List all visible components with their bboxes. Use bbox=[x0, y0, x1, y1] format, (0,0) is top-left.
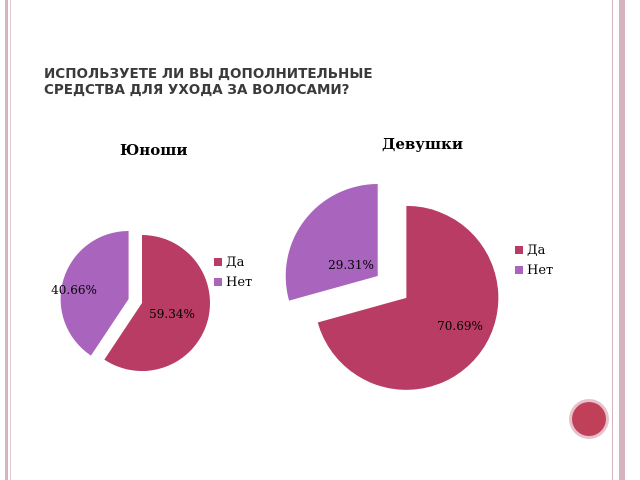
data-label-girls-no: 29.31% bbox=[328, 258, 374, 272]
pie-slice-girls-yes bbox=[317, 205, 499, 390]
slide-title: ИСПОЛЬЗУЕТЕ ЛИ ВЫ ДОПОЛНИТЕЛЬНЫЕ СРЕДСТВ… bbox=[44, 66, 373, 98]
right-rail-thin bbox=[612, 0, 613, 480]
pie-slice-boys-no bbox=[60, 230, 129, 356]
legend-swatch-girls-yes bbox=[515, 246, 523, 254]
legend-label-girls-no: Нет bbox=[527, 263, 553, 278]
chart-title-girls: Девушки bbox=[382, 135, 463, 153]
pie-slice-girls-no bbox=[285, 184, 378, 301]
legend-label-boys-no: Нет bbox=[226, 275, 252, 290]
pie-slice-boys-yes bbox=[104, 235, 211, 371]
legend-label-boys-yes: Да bbox=[226, 255, 245, 270]
right-rail bbox=[619, 0, 625, 480]
legend-swatch-boys-no bbox=[214, 278, 222, 286]
data-label-boys-yes: 59.34% bbox=[149, 307, 195, 321]
chart-title-boys: Юноши bbox=[120, 141, 188, 159]
left-rail bbox=[5, 0, 8, 480]
data-label-boys-no: 40.66% bbox=[51, 283, 97, 297]
left-rail-thin bbox=[10, 0, 11, 480]
legend-label-girls-yes: Да bbox=[527, 243, 546, 258]
data-label-girls-yes: 70.69% bbox=[437, 319, 483, 333]
decorative-ball bbox=[572, 402, 606, 436]
legend-swatch-girls-no bbox=[515, 266, 523, 274]
legend-swatch-boys-yes bbox=[214, 258, 222, 266]
